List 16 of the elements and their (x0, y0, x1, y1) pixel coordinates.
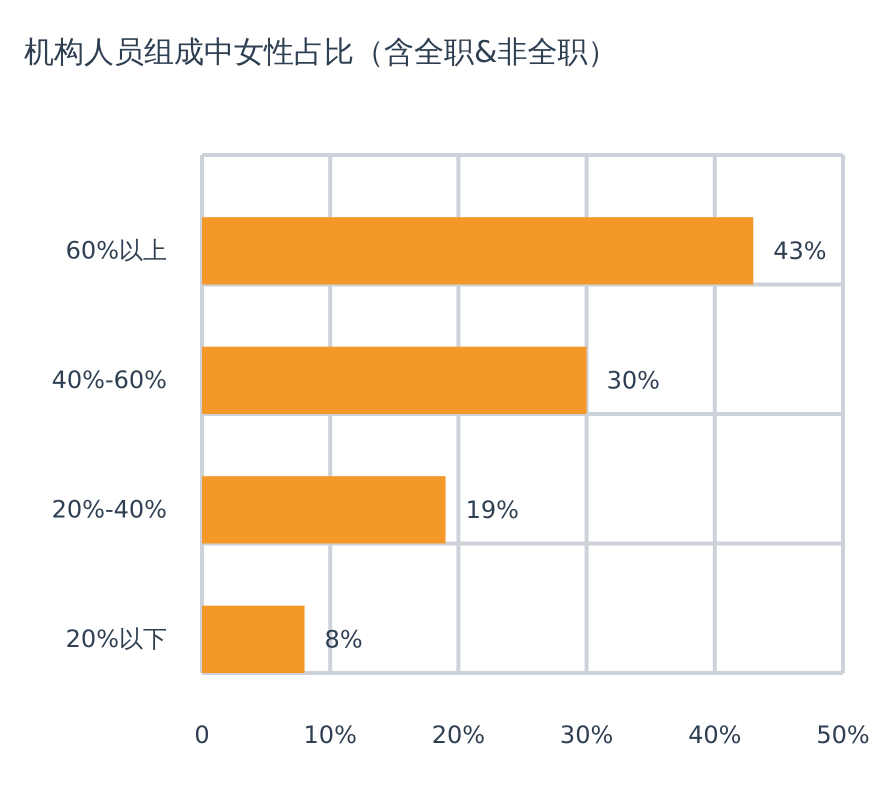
x-tick-label: 0 (194, 721, 210, 750)
y-tick-label: 60%以上 (66, 236, 167, 265)
data-label: 43% (773, 237, 827, 266)
y-tick-label: 40%-60% (52, 366, 167, 394)
bar (202, 606, 305, 673)
x-tick-label: 30% (560, 721, 614, 750)
x-tick-label: 20% (432, 721, 486, 750)
x-tick-label: 40% (688, 721, 742, 750)
y-tick-label: 20%-40% (52, 496, 167, 524)
x-tick-label: 10% (304, 721, 357, 750)
data-label: 19% (466, 496, 519, 524)
y-tick-label: 20%以下 (66, 625, 167, 654)
data-label: 8% (324, 626, 363, 654)
chart-title: 机构人员组成中女性占比（含全职&非全职） (24, 35, 618, 70)
x-tick-label: 50% (816, 721, 870, 750)
data-label: 30% (606, 366, 660, 395)
